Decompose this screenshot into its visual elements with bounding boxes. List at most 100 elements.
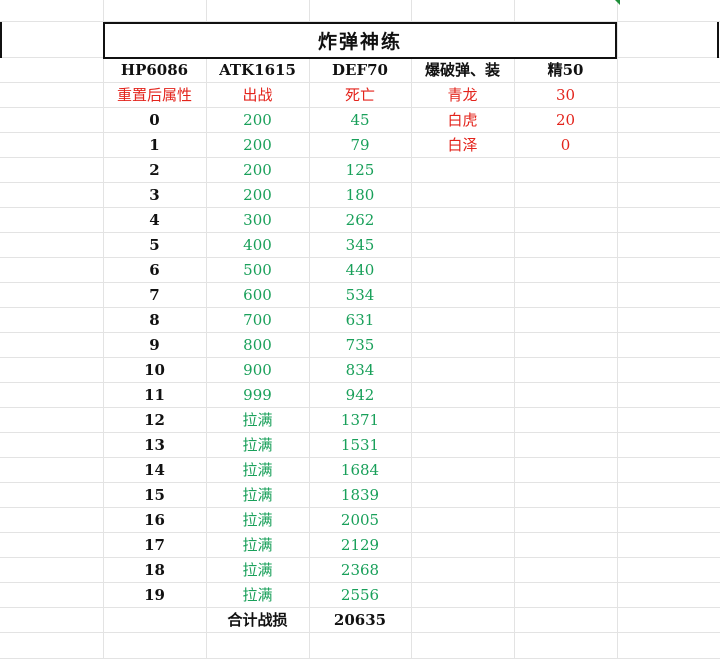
column-gridline: [617, 0, 618, 659]
stats-cell[interactable]: 精50: [547, 61, 584, 79]
row-gridline: [0, 107, 720, 108]
row-gridline: [0, 157, 720, 158]
row-border-left: [0, 22, 2, 58]
row-gridline: [0, 207, 720, 208]
death-cell[interactable]: 79: [350, 136, 370, 154]
header-cell[interactable]: 青龙: [447, 86, 478, 104]
total-value-cell[interactable]: 20635: [333, 611, 387, 629]
death-cell[interactable]: 534: [345, 286, 375, 304]
header-cell[interactable]: 重置后属性: [116, 86, 192, 104]
column-gridline: [514, 0, 515, 659]
row-gridline: [0, 282, 720, 283]
row-border-right: [717, 22, 719, 58]
level-cell[interactable]: 7: [149, 286, 160, 304]
death-cell[interactable]: 834: [345, 361, 375, 379]
level-cell[interactable]: 11: [144, 386, 165, 404]
level-cell[interactable]: 15: [144, 486, 165, 504]
death-cell[interactable]: 631: [345, 311, 375, 329]
row-gridline: [0, 357, 720, 358]
level-cell[interactable]: 12: [144, 411, 165, 429]
level-cell[interactable]: 2: [149, 161, 160, 179]
level-cell[interactable]: 18: [144, 561, 165, 579]
death-cell[interactable]: 2129: [340, 536, 380, 554]
deploy-cell[interactable]: 200: [243, 186, 272, 204]
deploy-cell[interactable]: 900: [243, 361, 272, 379]
column-gridline: [309, 0, 310, 659]
death-cell[interactable]: 735: [345, 336, 375, 354]
side-name-cell[interactable]: 白虎: [447, 111, 478, 129]
deploy-cell[interactable]: 700: [243, 311, 272, 329]
row-gridline: [0, 307, 720, 308]
row-gridline: [0, 532, 720, 533]
cell-comment-marker: [615, 0, 620, 5]
level-cell[interactable]: 3: [149, 186, 160, 204]
row-gridline: [0, 507, 720, 508]
deploy-cell[interactable]: 800: [243, 336, 272, 354]
total-label-cell[interactable]: 合计战损: [227, 611, 288, 629]
deploy-cell[interactable]: 600: [243, 286, 272, 304]
side-name-cell[interactable]: 白泽: [447, 136, 478, 154]
column-gridline: [411, 0, 412, 659]
level-cell[interactable]: 14: [144, 461, 165, 479]
death-cell[interactable]: 1839: [340, 486, 380, 504]
level-cell[interactable]: 19: [144, 586, 165, 604]
level-cell[interactable]: 4: [149, 211, 160, 229]
level-cell[interactable]: 6: [149, 261, 160, 279]
death-cell[interactable]: 1371: [340, 411, 380, 429]
death-cell[interactable]: 2556: [340, 586, 380, 604]
row-gridline: [0, 482, 720, 483]
row-gridline: [0, 257, 720, 258]
death-cell[interactable]: 125: [345, 161, 375, 179]
death-cell[interactable]: 345: [345, 236, 375, 254]
stats-cell[interactable]: DEF70: [332, 61, 388, 79]
level-cell[interactable]: 5: [149, 236, 160, 254]
row-gridline: [0, 132, 720, 133]
level-cell[interactable]: 17: [144, 536, 165, 554]
stats-cell[interactable]: HP6086: [120, 61, 189, 79]
deploy-cell[interactable]: 400: [243, 236, 272, 254]
deploy-cell[interactable]: 拉满: [242, 586, 273, 604]
header-cell[interactable]: 死亡: [344, 86, 375, 104]
deploy-cell[interactable]: 500: [243, 261, 272, 279]
row-gridline: [0, 607, 720, 608]
death-cell[interactable]: 45: [350, 111, 370, 129]
deploy-cell[interactable]: 拉满: [242, 436, 273, 454]
sheet-title[interactable]: 炸弹神练: [103, 22, 617, 59]
level-cell[interactable]: 10: [144, 361, 165, 379]
level-cell[interactable]: 16: [144, 511, 165, 529]
deploy-cell[interactable]: 拉满: [242, 486, 273, 504]
death-cell[interactable]: 1684: [340, 461, 380, 479]
death-cell[interactable]: 2368: [340, 561, 380, 579]
level-cell[interactable]: 9: [149, 336, 160, 354]
deploy-cell[interactable]: 200: [243, 161, 272, 179]
deploy-cell[interactable]: 200: [243, 111, 272, 129]
death-cell[interactable]: 180: [345, 186, 375, 204]
header-cell[interactable]: 出战: [242, 86, 273, 104]
side-value-cell[interactable]: 0: [560, 136, 571, 154]
death-cell[interactable]: 2005: [340, 511, 380, 529]
side-value-cell[interactable]: 20: [555, 111, 576, 129]
row-gridline: [0, 332, 720, 333]
death-cell[interactable]: 942: [345, 386, 375, 404]
deploy-cell[interactable]: 拉满: [242, 536, 273, 554]
deploy-cell[interactable]: 200: [243, 136, 272, 154]
death-cell[interactable]: 1531: [340, 436, 380, 454]
deploy-cell[interactable]: 拉满: [242, 461, 273, 479]
deploy-cell[interactable]: 拉满: [242, 511, 273, 529]
row-gridline: [0, 407, 720, 408]
stats-cell[interactable]: ATK1615: [219, 61, 296, 79]
deploy-cell[interactable]: 300: [243, 211, 272, 229]
level-cell[interactable]: 13: [144, 436, 165, 454]
level-cell[interactable]: 8: [149, 311, 160, 329]
stats-cell[interactable]: 爆破弹、装: [424, 61, 500, 79]
deploy-cell[interactable]: 999: [243, 386, 272, 404]
death-cell[interactable]: 440: [345, 261, 375, 279]
header-cell[interactable]: 30: [555, 86, 576, 104]
row-gridline: [0, 82, 720, 83]
level-cell[interactable]: 1: [149, 136, 160, 154]
deploy-cell[interactable]: 拉满: [242, 411, 273, 429]
deploy-cell[interactable]: 拉满: [242, 561, 273, 579]
death-cell[interactable]: 262: [345, 211, 375, 229]
level-cell[interactable]: 0: [149, 111, 160, 129]
